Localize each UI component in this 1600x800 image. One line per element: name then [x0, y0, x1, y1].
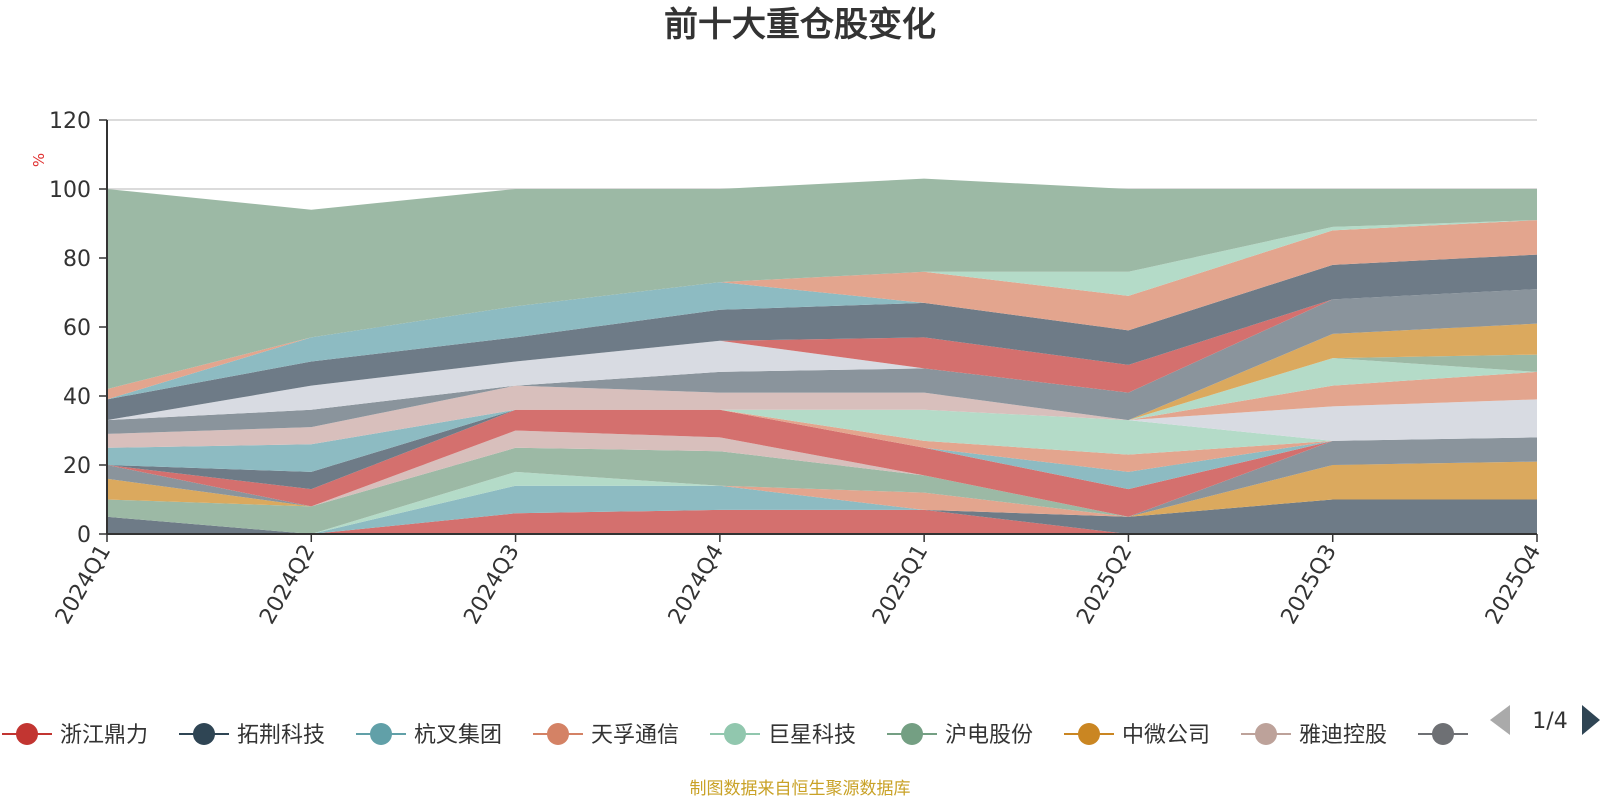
- area-band-21: [107, 289, 1537, 421]
- legend-label: 沪电股份: [945, 723, 1033, 748]
- legend-item[interactable]: 拓荆科技: [179, 723, 325, 748]
- legend-label: 中微公司: [1122, 723, 1210, 748]
- legend-marker-icon: [547, 723, 569, 745]
- legend-label: 浙江鼎力: [60, 723, 148, 748]
- y-axis-unit: %: [30, 153, 48, 167]
- legend-item[interactable]: 天孚通信: [533, 723, 679, 748]
- area-band-3: [107, 485, 1537, 534]
- legend-next-arrow-icon[interactable]: [1582, 705, 1600, 735]
- legend-marker-icon: [16, 723, 38, 745]
- legend-item[interactable]: 巨星科技: [710, 723, 856, 748]
- legend-marker-icon: [1432, 723, 1454, 745]
- legend-item[interactable]: 沪电股份: [887, 723, 1033, 748]
- y-tick-label: 100: [49, 178, 91, 203]
- legend[interactable]: 浙江鼎力 拓荆科技 杭叉集团 天孚通信 巨星科技 沪电股份 中微公司 雅迪控股: [2, 723, 1468, 748]
- area-band-1: [107, 499, 1537, 534]
- area-band-27: [107, 178, 1537, 390]
- area-band-20: [107, 289, 1537, 434]
- area-band-24: [107, 254, 1537, 400]
- legend-prev-arrow-icon[interactable]: [1490, 705, 1510, 735]
- chart-title: 前十大重仓股变化: [664, 5, 936, 45]
- area-band-9: [107, 409, 1537, 517]
- x-tick-label: 2024Q2: [255, 541, 320, 629]
- area-band-11: [107, 409, 1537, 490]
- x-tick-label: 2025Q3: [1277, 541, 1342, 629]
- legend-item[interactable]: 浙江鼎力: [2, 723, 148, 748]
- legend-label: 天孚通信: [591, 723, 679, 748]
- legend-item[interactable]: 杭叉集团: [356, 723, 502, 748]
- area-band-25: [107, 220, 1537, 400]
- area-band-7: [107, 430, 1537, 517]
- area-band-17: [107, 358, 1537, 434]
- y-tick-label: 0: [77, 523, 91, 548]
- area-band-26: [107, 220, 1537, 390]
- legend-label: 巨星科技: [768, 723, 856, 748]
- y-tick-label: 120: [49, 109, 91, 134]
- legend-label: 雅迪控股: [1299, 723, 1387, 748]
- x-tick-label: 2025Q1: [868, 541, 933, 629]
- y-tick-label: 60: [63, 316, 91, 341]
- area-band-2: [107, 485, 1537, 534]
- x-tick-label: 2025Q2: [1072, 541, 1137, 629]
- legend-marker-icon: [1078, 723, 1100, 745]
- area-band-16: [107, 371, 1537, 434]
- legend-label: 拓荆科技: [237, 723, 325, 748]
- legend-marker-icon: [193, 723, 215, 745]
- x-tick-label: 2024Q3: [459, 541, 524, 629]
- y-tick-label: 80: [63, 247, 91, 272]
- data-source-note: 制图数据来自恒生聚源数据库: [690, 779, 911, 799]
- legend-item[interactable]: 雅迪控股: [1241, 723, 1387, 748]
- legend-pager: 1/4: [1490, 705, 1600, 735]
- area-band-13: [107, 409, 1537, 455]
- legend-item[interactable]: 中微公司: [1064, 723, 1210, 748]
- area-band-19: [107, 323, 1537, 434]
- x-tick-label: 2025Q4: [1481, 541, 1546, 629]
- x-tick-label: 2024Q1: [51, 541, 116, 629]
- area-band-8: [107, 430, 1537, 517]
- area-band-14: [107, 385, 1537, 448]
- legend-marker-icon: [901, 723, 923, 745]
- area-band-5: [107, 447, 1537, 534]
- x-tick-label: 2024Q4: [664, 541, 729, 629]
- legend-page-indicator: 1/4: [1532, 709, 1567, 734]
- area-series: [107, 178, 1537, 534]
- area-band-12: [107, 409, 1537, 472]
- area-band-10: [107, 409, 1537, 490]
- legend-label: 杭叉集团: [414, 723, 502, 748]
- legend-item[interactable]: [1418, 723, 1468, 745]
- legend-marker-icon: [370, 723, 392, 745]
- area-band-0: [107, 509, 1537, 534]
- legend-marker-icon: [724, 723, 746, 745]
- legend-marker-icon: [1255, 723, 1277, 745]
- area-band-15: [107, 385, 1537, 441]
- y-tick-label: 40: [63, 385, 91, 410]
- y-tick-label: 20: [63, 454, 91, 479]
- area-band-23: [107, 254, 1537, 421]
